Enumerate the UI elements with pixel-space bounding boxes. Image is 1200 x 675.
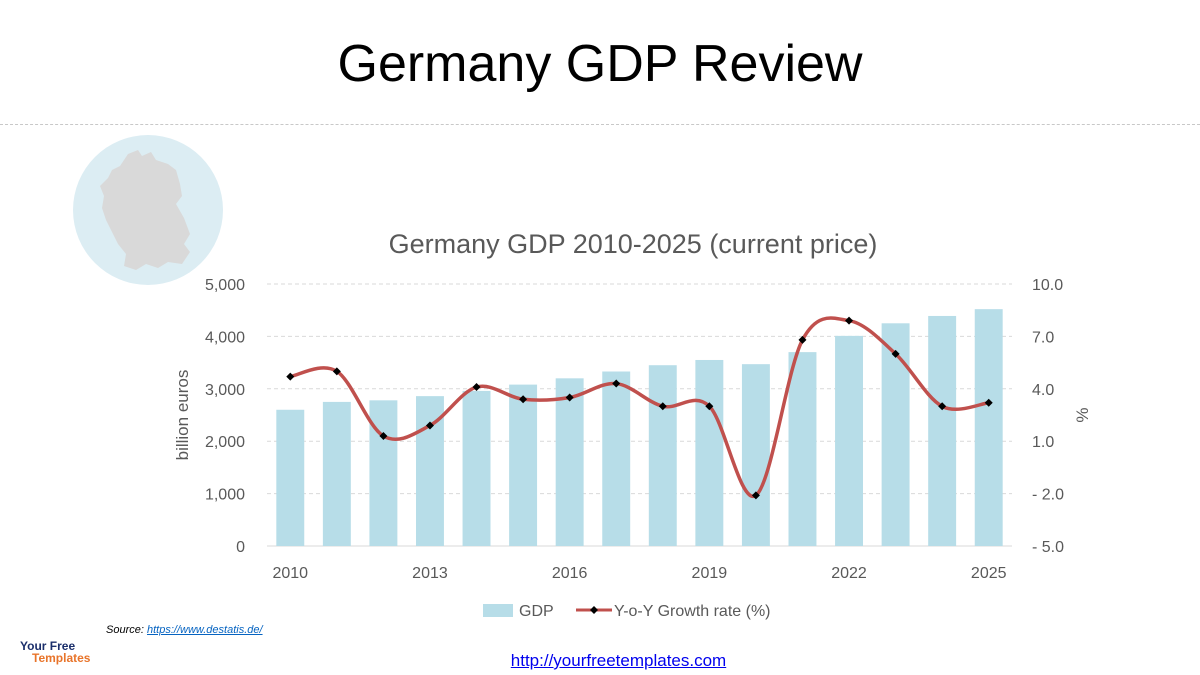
growth-marker [891, 349, 900, 358]
gdp-bar [462, 390, 491, 546]
x-tick-label: 2010 [272, 565, 308, 582]
growth-marker [798, 335, 807, 344]
y-left-tick-label: 4,000 [205, 329, 245, 346]
y-right-tick-label: - 2.0 [1032, 487, 1064, 504]
germany-map-icon [73, 135, 223, 285]
gdp-bar [648, 365, 677, 546]
y-left-tick-label: 2,000 [205, 434, 245, 451]
x-tick-label: 2013 [412, 565, 448, 582]
gdp-bar [602, 371, 631, 546]
growth-marker [705, 402, 714, 411]
growth-marker [286, 372, 295, 381]
growth-markers [286, 316, 993, 500]
x-tick-label: 2022 [831, 565, 867, 582]
y-left-tick-label: 3,000 [205, 382, 245, 399]
gdp-bar [788, 352, 817, 546]
growth-marker [612, 379, 621, 388]
y-axis-right-labels: - 5.0 - 2.0 1.0 4.0 7.0 10.0 [1032, 277, 1064, 556]
gdp-bar [928, 315, 957, 546]
gdp-bar [555, 378, 584, 546]
y-right-tick-label: - 5.0 [1032, 539, 1064, 556]
growth-marker [379, 431, 388, 440]
gdp-bar [835, 335, 863, 546]
growth-marker [472, 383, 481, 392]
y-left-tick-label: 0 [236, 539, 245, 556]
logo-line2: Templates [32, 651, 91, 665]
gdp-bar [741, 364, 770, 546]
legend: GDP Y-o-Y Growth rate (%) [483, 603, 771, 620]
growth-marker [845, 316, 854, 325]
legend-growth-label: Y-o-Y Growth rate (%) [614, 603, 771, 620]
y-axis-left-labels: 0 1,000 2,000 3,000 4,000 5,000 [205, 277, 245, 556]
growth-marker [751, 491, 760, 500]
footer-link[interactable]: http://yourfreetemplates.com [510, 651, 727, 670]
chart-title: Germany GDP 2010-2025 (current price) [389, 229, 878, 259]
y-right-tick-label: 7.0 [1032, 329, 1054, 346]
gdp-bar [416, 396, 444, 546]
y-axis-right-title: % [1073, 407, 1092, 422]
x-tick-label: 2025 [971, 565, 1007, 582]
x-tick-label: 2016 [552, 565, 588, 582]
source-link[interactable]: https://www.destatis.de/ [146, 624, 263, 636]
gdp-bar [369, 400, 398, 546]
growth-marker [332, 367, 341, 376]
yourfreetemplates-logo: Your Free Templates [20, 640, 110, 670]
growth-marker [565, 393, 574, 402]
gdp-bar [322, 401, 351, 546]
growth-marker [938, 402, 947, 411]
gdp-bar [974, 309, 1003, 546]
gdp-bar [276, 409, 305, 546]
y-right-tick-label: 1.0 [1032, 434, 1054, 451]
y-left-tick-label: 1,000 [205, 487, 245, 504]
legend-gdp-swatch [483, 604, 513, 617]
gdp-bar [881, 323, 910, 546]
legend-growth-marker [590, 606, 598, 614]
x-tick-label: 2019 [692, 565, 728, 582]
slide-title: Germany GDP Review [337, 35, 863, 93]
growth-marker [519, 395, 528, 404]
gdp-bars [276, 309, 1003, 546]
y-axis-left-title: billion euros [173, 370, 192, 461]
source-label: Source: [106, 624, 144, 636]
y-right-tick-label: 10.0 [1032, 277, 1063, 294]
x-axis-labels: 2010 2013 2016 2019 2022 2025 [272, 565, 1006, 582]
logo-line1: Your Free [20, 639, 76, 653]
legend-gdp-label: GDP [519, 603, 554, 620]
source-note: Source: https://www.destatis.de/ [106, 624, 263, 636]
growth-marker [984, 398, 993, 407]
growth-marker [425, 421, 434, 430]
y-left-tick-label: 5,000 [205, 277, 245, 294]
gdp-bar [695, 359, 724, 546]
gdp-bar [509, 384, 538, 546]
growth-marker [658, 402, 667, 411]
title-divider [0, 124, 1200, 125]
y-right-tick-label: 4.0 [1032, 382, 1054, 399]
germany-map-shape [100, 150, 190, 270]
